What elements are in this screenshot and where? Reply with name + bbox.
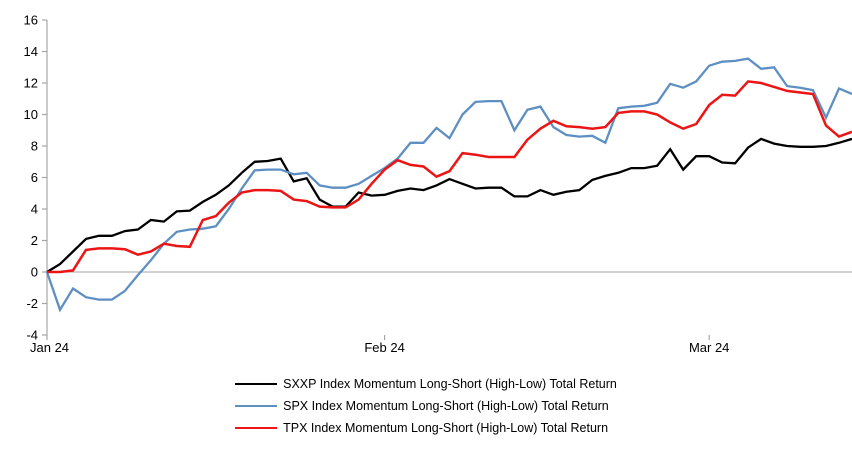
spx-line-swatch [235,404,278,408]
y-tick-label: 10 [24,107,38,122]
y-tick-label: 2 [31,233,38,248]
x-tick-label: Jan 24 [30,340,69,355]
series-line-tpx [47,80,852,274]
legend-label-tpx: TPX Index Momentum Long-Short (High-Low)… [283,421,609,435]
legend-label-spx: SPX Index Momentum Long-Short (High-Low)… [283,399,609,413]
y-tick-label: 6 [31,170,38,185]
legend-item-spx: SPX Index Momentum Long-Short (High-Low)… [235,399,609,413]
sxxp-line-swatch [235,382,278,386]
x-tick-label: Mar 24 [689,340,729,355]
y-tick-label: -4 [26,328,38,343]
y-tick-label: 0 [31,265,38,280]
x-tick-label: Feb 24 [364,340,404,355]
series-line-sxxp [46,137,852,273]
chart-legend: SXXP Index Momentum Long-Short (High-Low… [235,377,617,435]
legend-item-sxxp: SXXP Index Momentum Long-Short (High-Low… [235,377,617,391]
y-tick-label: 8 [31,139,38,154]
y-tick-label: 4 [31,202,38,217]
y-tick-label: 16 [24,13,38,28]
tpx-line-swatch [235,426,278,430]
legend-label-sxxp: SXXP Index Momentum Long-Short (High-Low… [283,377,617,391]
series-line-spx [45,57,852,313]
y-tick-label: 12 [24,76,38,91]
y-tick-label: 14 [24,44,38,59]
y-tick-label: -2 [26,296,38,311]
legend-item-tpx: TPX Index Momentum Long-Short (High-Low)… [235,421,608,435]
